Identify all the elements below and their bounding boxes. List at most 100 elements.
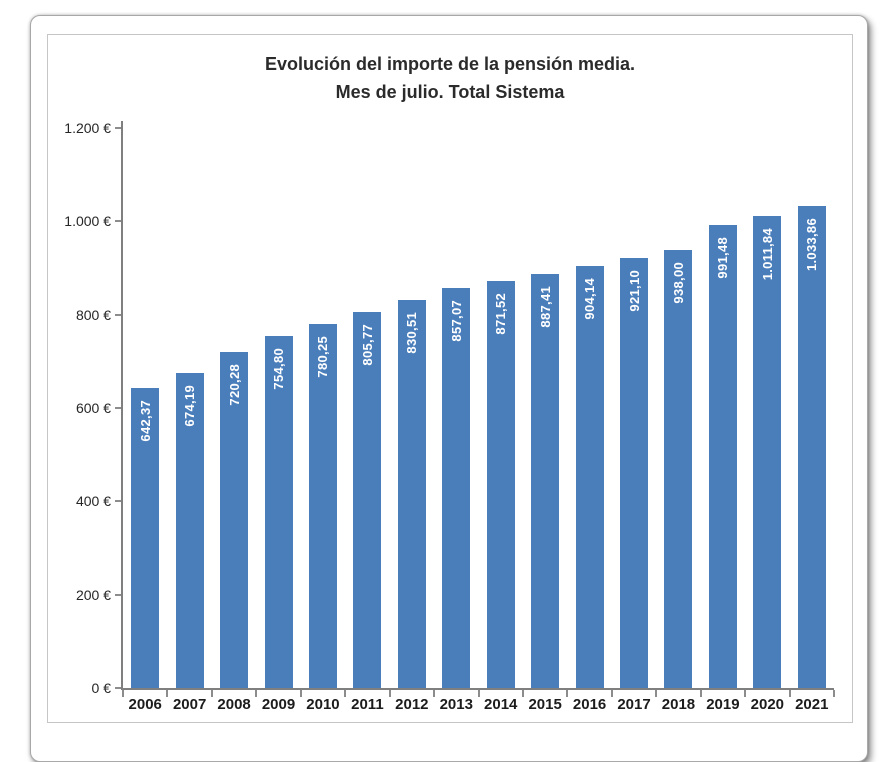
bar-column-2018: 938,00 (656, 128, 700, 688)
x-tick-label-2009: 2009 (261, 696, 296, 713)
y-tick-label-0: 0 € (91, 680, 111, 696)
x-tick-mark-16 (833, 690, 835, 697)
y-tick-label-400: 400 € (75, 493, 111, 510)
bar-2011: 805,77 (353, 311, 382, 688)
y-tick-mark-0 (115, 687, 121, 689)
bar-columns: 642,37 674,19 720,28 754,80 780,25 805,77 830,… (123, 128, 834, 688)
x-tick-mark-1 (166, 690, 169, 697)
x-tick-label-2013: 2013 (439, 696, 473, 713)
bar-value-label-2011: 805,77 (359, 323, 375, 366)
bar-column-2010: 780,25 (301, 128, 345, 688)
bar-column-2009: 754,80 (256, 128, 300, 688)
bar-value-label-2010: 780,25 (315, 335, 331, 378)
bar-column-2015: 887,41 (523, 128, 567, 688)
x-tick-mark-0 (122, 690, 124, 697)
x-tick-label-2020: 2020 (750, 696, 785, 713)
x-tick-mark-6 (388, 690, 391, 697)
bar-value-label-2012: 830,51 (404, 312, 420, 354)
bar-value-label-2020: 1.011,84 (759, 227, 775, 281)
x-tick-mark-8 (477, 690, 480, 697)
y-tick-mark-200 (115, 593, 121, 596)
bar-column-2011: 805,77 (345, 128, 389, 688)
y-axis-line (121, 121, 123, 690)
x-tick-label-2006: 2006 (128, 696, 162, 713)
x-tick-label-2016: 2016 (572, 696, 607, 713)
x-tick-mark-15 (788, 690, 791, 697)
bar-value-label-2009: 754,80 (271, 347, 287, 390)
x-tick-label-2017: 2017 (617, 696, 651, 713)
x-axis-line (121, 688, 834, 690)
bar-2019: 991,48 (708, 225, 737, 688)
bar-column-2013: 857,07 (434, 128, 478, 688)
y-tick-mark-800 (115, 313, 121, 316)
y-tick-label-1000: 1.000 € (64, 213, 111, 230)
x-tick-mark-14 (744, 690, 747, 697)
bar-2014: 871,52 (486, 281, 515, 688)
bar-2013: 857,07 (442, 288, 471, 688)
bar-2007: 674,19 (175, 373, 204, 688)
x-tick-label-2014: 2014 (484, 696, 518, 713)
x-tick-mark-13 (699, 690, 702, 697)
chart-title-line1: Evolución del importe de la pensión medi… (264, 54, 636, 74)
bar-value-label-2015: 887,41 (537, 285, 553, 328)
y-tick-mark-600 (115, 407, 121, 409)
bar-2017: 921,10 (620, 258, 649, 688)
bar-column-2019: 991,48 (701, 128, 745, 688)
bar-column-2008: 720,28 (212, 128, 256, 688)
bar-column-2017: 921,10 (612, 128, 656, 688)
bar-column-2007: 674,19 (167, 128, 211, 688)
bar-value-label-2013: 857,07 (448, 300, 464, 342)
y-tick-mark-400 (115, 500, 121, 503)
bar-value-label-2008: 720,28 (226, 363, 242, 406)
x-tick-mark-10 (566, 690, 569, 697)
x-tick-mark-5 (344, 690, 347, 697)
bar-2009: 754,80 (264, 335, 293, 688)
x-tick-label-2021: 2021 (795, 696, 829, 713)
bar-column-2016: 904,14 (567, 128, 611, 688)
chart-card: Evolución del importe de la pensión medi… (30, 15, 868, 762)
x-tick-label-2008: 2008 (217, 696, 251, 713)
chart-frame: Evolución del importe de la pensión medi… (47, 34, 853, 723)
y-tick-mark-1000 (115, 220, 121, 223)
bar-value-label-2006: 642,37 (137, 400, 153, 442)
bar-value-label-2018: 938,00 (670, 262, 686, 304)
bar-column-2012: 830,51 (390, 128, 434, 688)
x-tick-mark-7 (433, 690, 436, 697)
y-tick-label-800: 800 € (75, 306, 111, 323)
bar-2006: 642,37 (131, 388, 160, 688)
bar-2020: 1.011,84 (753, 215, 782, 688)
bar-2018: 938,00 (664, 250, 693, 688)
bar-value-label-2014: 871,52 (493, 293, 509, 335)
x-tick-mark-11 (610, 690, 613, 697)
bar-2015: 887,41 (531, 273, 560, 688)
x-tick-label-2019: 2019 (706, 696, 740, 713)
x-tick-label-2018: 2018 (661, 696, 696, 713)
bar-2008: 720,28 (220, 351, 249, 688)
x-tick-label-2015: 2015 (528, 696, 562, 713)
bar-2012: 830,51 (397, 300, 426, 688)
x-tick-label-2012: 2012 (395, 696, 429, 713)
plot-area: 642,37 674,19 720,28 754,80 780,25 805,77 830,… (115, 121, 835, 697)
y-tick-label-1200: 1.200 € (64, 120, 111, 136)
x-tick-label-2011: 2011 (351, 696, 384, 713)
y-tick-label-600: 600 € (75, 400, 111, 416)
bar-column-2014: 871,52 (479, 128, 523, 688)
bar-2016: 904,14 (575, 266, 604, 688)
bar-2021: 1.033,86 (797, 205, 826, 688)
bar-column-2020: 1.011,84 (745, 128, 789, 688)
x-tick-mark-12 (655, 690, 658, 697)
bar-value-label-2019: 991,48 (715, 237, 731, 279)
chart-title: Evolución del importe de la pensión medi… (48, 50, 852, 106)
bar-value-label-2017: 921,10 (626, 270, 642, 312)
x-tick-label-2007: 2007 (172, 696, 207, 713)
bar-value-label-2007: 674,19 (182, 385, 198, 427)
y-tick-mark-1200 (115, 127, 121, 129)
x-tick-mark-2 (210, 690, 213, 697)
x-tick-mark-9 (521, 690, 524, 697)
y-tick-label-200: 200 € (75, 586, 111, 603)
x-tick-mark-4 (299, 690, 302, 697)
x-axis-labels: 2006 2007 2008 2009 2010 2011 2012 2013 2014 2015… (123, 696, 834, 716)
bar-value-label-2021: 1.033,86 (804, 217, 820, 271)
bar-2010: 780,25 (308, 323, 337, 688)
bar-column-2021: 1.033,86 (790, 128, 834, 688)
